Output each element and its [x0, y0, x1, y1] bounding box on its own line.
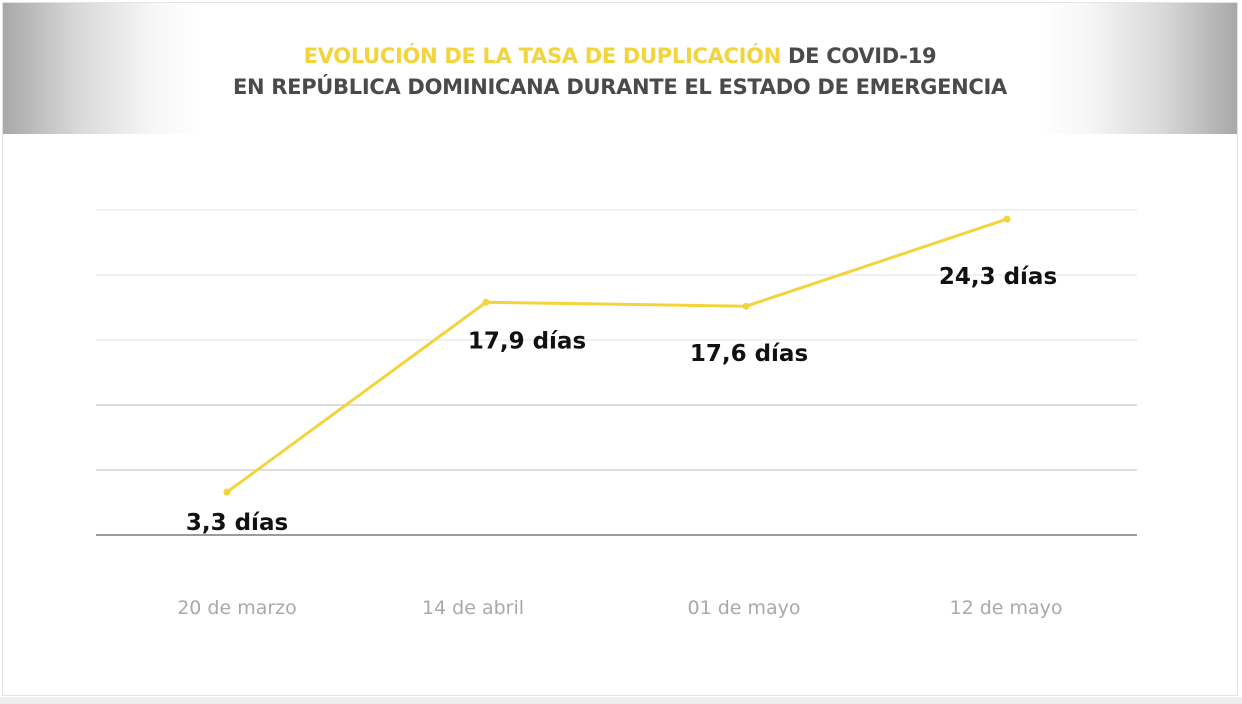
x-tick-label: 14 de abril [422, 597, 524, 619]
chart-title: EVOLUCIÓN DE LA TASA DE DUPLICACIÓN DE C… [3, 41, 1237, 103]
data-label: 17,9 días [468, 328, 586, 354]
chart-frame: EVOLUCIÓN DE LA TASA DE DUPLICACIÓN DE C… [3, 3, 1237, 695]
data-point [482, 298, 490, 306]
x-tick-label: 01 de mayo [687, 597, 800, 619]
data-point [742, 302, 750, 310]
data-point [223, 488, 231, 496]
data-label: 3,3 días [186, 510, 288, 536]
title-highlight: EVOLUCIÓN DE LA TASA DE DUPLICACIÓN [303, 44, 782, 68]
series-line-group [223, 215, 1011, 496]
bottom-edge [0, 697, 1242, 704]
gridlines [96, 209, 1137, 536]
x-axis: 20 de marzo 14 de abril 01 de mayo 12 de ma… [177, 597, 1062, 619]
x-tick-label: 12 de mayo [949, 597, 1062, 619]
data-point [1003, 215, 1011, 223]
series-line [225, 217, 1009, 494]
title-banner: EVOLUCIÓN DE LA TASA DE DUPLICACIÓN DE C… [3, 3, 1237, 134]
data-labels: 3,3 días 17,9 días 17,6 días 24,3 días [186, 264, 1057, 536]
title-line-1: EVOLUCIÓN DE LA TASA DE DUPLICACIÓN DE C… [3, 41, 1237, 72]
data-label: 17,6 días [690, 341, 808, 367]
title-line-1-rest: DE COVID-19 [781, 44, 937, 68]
title-line-2: EN REPÚBLICA DOMINICANA DURANTE EL ESTAD… [232, 75, 1008, 99]
x-tick-label: 20 de marzo [177, 597, 297, 619]
data-label: 24,3 días [939, 264, 1057, 290]
